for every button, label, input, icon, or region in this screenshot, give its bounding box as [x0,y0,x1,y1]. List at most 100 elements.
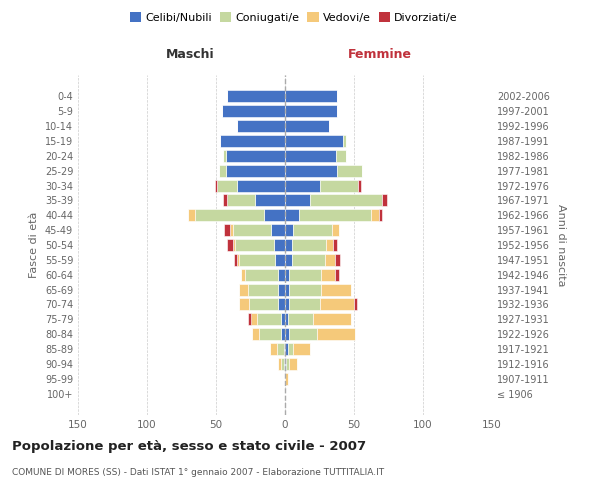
Bar [248,284,278,296]
Text: COMUNE DI MORES (SS) - Dati ISTAT 1° gennaio 2007 - Elaborazione TUTTITALIA.IT: COMUNE DI MORES (SS) - Dati ISTAT 1° gen… [12,468,384,477]
Bar [285,194,310,206]
Bar [285,269,289,280]
Bar [248,314,251,325]
Bar [227,239,233,251]
Bar [382,194,387,206]
Bar [233,239,235,251]
Bar [285,358,286,370]
Bar [226,150,285,162]
Bar [292,239,326,251]
Bar [285,284,289,296]
Bar [281,358,284,370]
Bar [326,239,334,251]
Bar [265,210,285,221]
Bar [236,180,285,192]
Bar [321,284,351,296]
Bar [281,328,285,340]
Bar [278,284,285,296]
Bar [223,150,226,162]
Bar [354,298,357,310]
Text: Femmine: Femmine [348,48,412,62]
Bar [251,314,257,325]
Bar [219,165,226,176]
Bar [270,343,277,355]
Bar [235,239,274,251]
Bar [285,120,329,132]
Bar [371,210,379,221]
Bar [379,210,382,221]
Bar [289,269,321,280]
Bar [285,343,288,355]
Bar [285,135,343,147]
Bar [334,239,337,251]
Bar [217,180,236,192]
Bar [224,224,230,236]
Bar [288,314,313,325]
Bar [285,210,299,221]
Bar [313,314,351,325]
Bar [337,165,362,176]
Bar [239,254,275,266]
Text: Popolazione per età, sesso e stato civile - 2007: Popolazione per età, sesso e stato civil… [12,440,366,453]
Bar [335,254,340,266]
Bar [259,328,281,340]
Bar [285,165,337,176]
Bar [234,254,236,266]
Bar [239,298,249,310]
Bar [196,210,265,221]
Bar [285,314,288,325]
Bar [274,239,285,251]
Y-axis label: Anni di nascita: Anni di nascita [556,204,566,286]
Bar [321,269,335,280]
Bar [292,254,325,266]
Bar [335,269,339,280]
Bar [277,343,284,355]
Bar [286,358,289,370]
Bar [293,224,332,236]
Bar [275,254,285,266]
Bar [227,90,285,102]
Bar [285,298,289,310]
Bar [236,120,285,132]
Bar [285,239,292,251]
Bar [289,298,320,310]
Bar [293,343,310,355]
Bar [278,358,281,370]
Bar [271,224,285,236]
Bar [289,358,298,370]
Bar [288,343,293,355]
Bar [285,328,289,340]
Bar [299,210,371,221]
Bar [320,180,358,192]
Bar [223,194,227,206]
Y-axis label: Fasce di età: Fasce di età [29,212,39,278]
Bar [221,106,285,117]
Bar [220,135,285,147]
Bar [285,373,288,384]
Bar [285,224,293,236]
Bar [257,314,281,325]
Bar [281,314,285,325]
Bar [188,210,196,221]
Bar [285,106,337,117]
Bar [227,194,254,206]
Bar [289,328,317,340]
Bar [332,224,339,236]
Bar [358,180,361,192]
Bar [285,90,337,102]
Bar [285,150,336,162]
Bar [285,180,320,192]
Bar [320,298,354,310]
Bar [336,150,346,162]
Bar [278,298,285,310]
Bar [285,254,292,266]
Bar [310,194,382,206]
Bar [289,284,321,296]
Legend: Celibi/Nubili, Coniugati/e, Vedovi/e, Divorziati/e: Celibi/Nubili, Coniugati/e, Vedovi/e, Di… [126,8,462,28]
Bar [226,165,285,176]
Bar [215,180,217,192]
Bar [239,284,248,296]
Bar [317,328,355,340]
Bar [325,254,335,266]
Bar [249,298,278,310]
